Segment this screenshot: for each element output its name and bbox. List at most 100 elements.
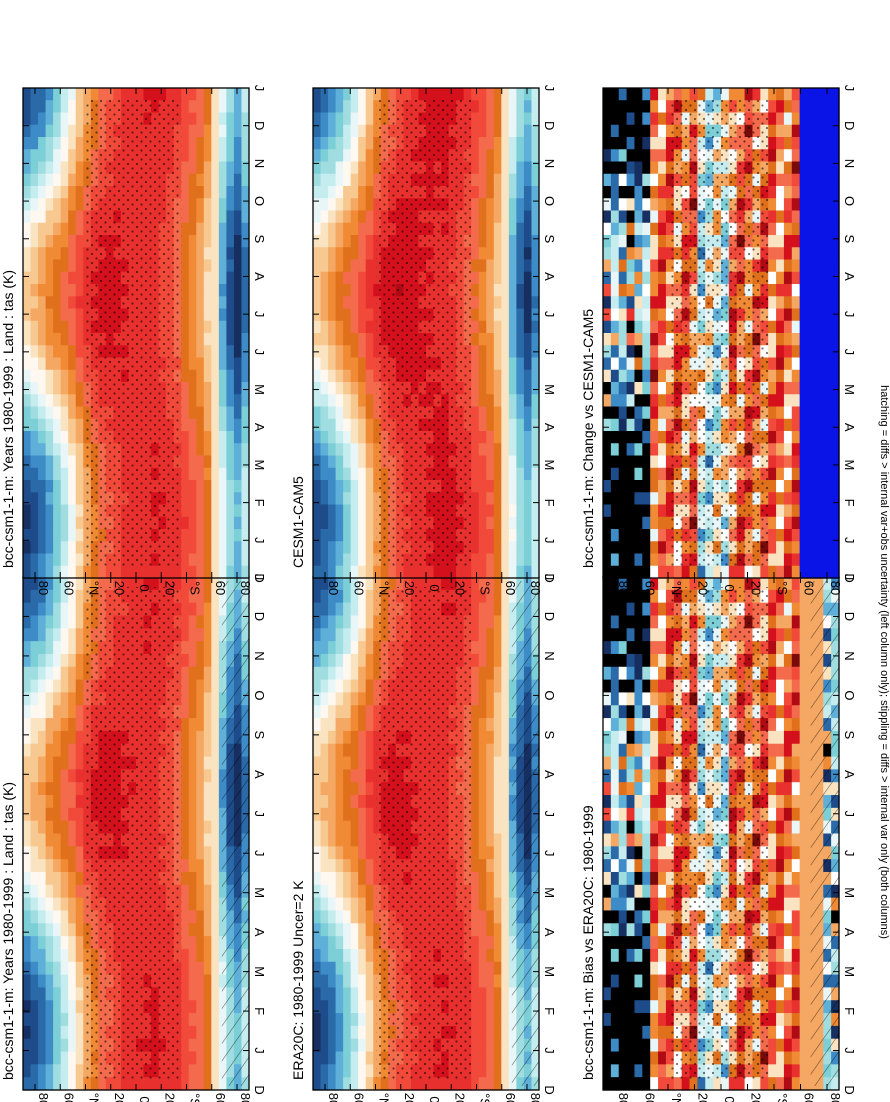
heatmap-cell <box>68 308 77 322</box>
heatmap-cell <box>493 455 502 469</box>
heatmap-cell <box>335 565 344 579</box>
heatmap-cell <box>358 308 367 322</box>
heatmap-cell <box>320 480 329 493</box>
heatmap-cell <box>75 296 84 310</box>
heatmap-cell <box>30 653 39 668</box>
heatmap-cell <box>358 100 367 114</box>
heatmap-cell <box>486 124 495 138</box>
heatmap-cell <box>181 1000 190 1014</box>
heatmap-cell <box>203 124 212 138</box>
heatmap-cell <box>188 859 197 873</box>
heatmap-cell <box>188 910 197 924</box>
heatmap-cell <box>335 910 344 924</box>
heatmap-cell <box>358 1038 367 1053</box>
heatmap-cell <box>328 666 337 681</box>
heatmap-cell <box>523 149 533 163</box>
heatmap-cell <box>486 641 495 655</box>
heatmap-cell <box>365 186 374 199</box>
heatmap-cell <box>493 782 502 796</box>
heatmap-cell <box>478 705 487 719</box>
heatmap-cell <box>151 565 160 579</box>
heatmap-cell <box>75 173 84 187</box>
heatmap-cell <box>523 504 533 518</box>
heatmap-cell <box>211 1064 220 1078</box>
heatmap-cell <box>501 333 510 346</box>
heatmap-cell <box>388 565 397 579</box>
heatmap-cell <box>203 553 212 567</box>
heatmap-cell <box>23 897 32 912</box>
heatmap-cell <box>90 1077 99 1091</box>
heatmap-cell <box>143 1077 152 1091</box>
heatmap-cell <box>196 1064 205 1078</box>
heatmap-cell <box>320 859 329 873</box>
heatmap-cell <box>508 161 517 175</box>
heatmap-cell <box>343 553 352 567</box>
heatmap-cell <box>241 357 250 371</box>
heatmap-cell <box>350 394 359 408</box>
heatmap-cell <box>60 1013 69 1027</box>
heatmap-cell <box>181 1038 190 1053</box>
heatmap-cell <box>38 553 47 567</box>
heatmap-cell <box>188 333 197 346</box>
heatmap-cell <box>53 1038 62 1053</box>
heatmap-cell <box>203 186 212 199</box>
heatmap-cell <box>335 88 344 101</box>
heatmap-cell <box>196 284 205 297</box>
heatmap-cell <box>233 553 243 567</box>
heatmap-cell <box>30 1038 39 1053</box>
heatmap-cell <box>313 987 322 1001</box>
heatmap-cell <box>45 641 54 655</box>
heatmap-cell <box>365 1038 374 1053</box>
heatmap-cell <box>188 1064 197 1078</box>
heatmap-cell <box>188 987 197 1001</box>
heatmap-cell <box>53 884 62 899</box>
heatmap-cell <box>53 173 62 187</box>
heatmap-cell <box>203 504 212 518</box>
heatmap-cell <box>203 833 212 847</box>
heatmap-cell <box>478 284 487 297</box>
heatmap-cell <box>328 529 337 542</box>
heatmap-cell <box>493 161 502 175</box>
heatmap-cell <box>233 112 243 126</box>
heatmap-cell <box>60 259 69 273</box>
heatmap-cell <box>343 455 352 469</box>
heatmap-cell <box>328 247 337 261</box>
month-tick-label: M <box>542 887 557 898</box>
heatmap-cell <box>38 769 47 783</box>
heatmap-cell <box>181 382 190 395</box>
heatmap-cell <box>23 718 32 732</box>
heatmap-cell <box>68 923 77 937</box>
heatmap-cell <box>53 961 62 976</box>
heatmap-cell <box>211 492 220 506</box>
heatmap-cell <box>501 1064 510 1078</box>
heatmap-cell <box>60 88 69 101</box>
heatmap-cell <box>75 124 84 138</box>
heatmap-cell <box>343 173 352 187</box>
heatmap-cell <box>516 235 525 248</box>
heatmap-cell <box>516 541 525 555</box>
heatmap-cell <box>53 820 62 835</box>
heatmap-cell <box>508 112 517 126</box>
heatmap-cell <box>471 124 480 138</box>
heatmap-cell <box>478 910 487 924</box>
heatmap-cell <box>30 124 39 138</box>
heatmap-cell <box>501 124 510 138</box>
heatmap-cell <box>75 345 84 359</box>
heatmap-cell <box>38 308 47 322</box>
heatmap-cell <box>358 222 367 236</box>
heatmap-cell <box>226 565 235 579</box>
heatmap-cell <box>478 210 487 224</box>
heatmap-cell <box>486 235 495 248</box>
heatmap-cell <box>45 443 54 457</box>
heatmap-cell <box>335 222 344 236</box>
heatmap-cell <box>203 357 212 371</box>
heatmap-cell <box>211 235 220 248</box>
heatmap-cell <box>478 833 487 847</box>
heatmap-cell <box>30 910 39 924</box>
heatmap-cell <box>365 730 374 745</box>
heatmap-cell <box>53 504 62 518</box>
heatmap-cell <box>365 492 374 506</box>
heatmap-cell <box>233 161 243 175</box>
heatmap-cell <box>23 666 32 681</box>
